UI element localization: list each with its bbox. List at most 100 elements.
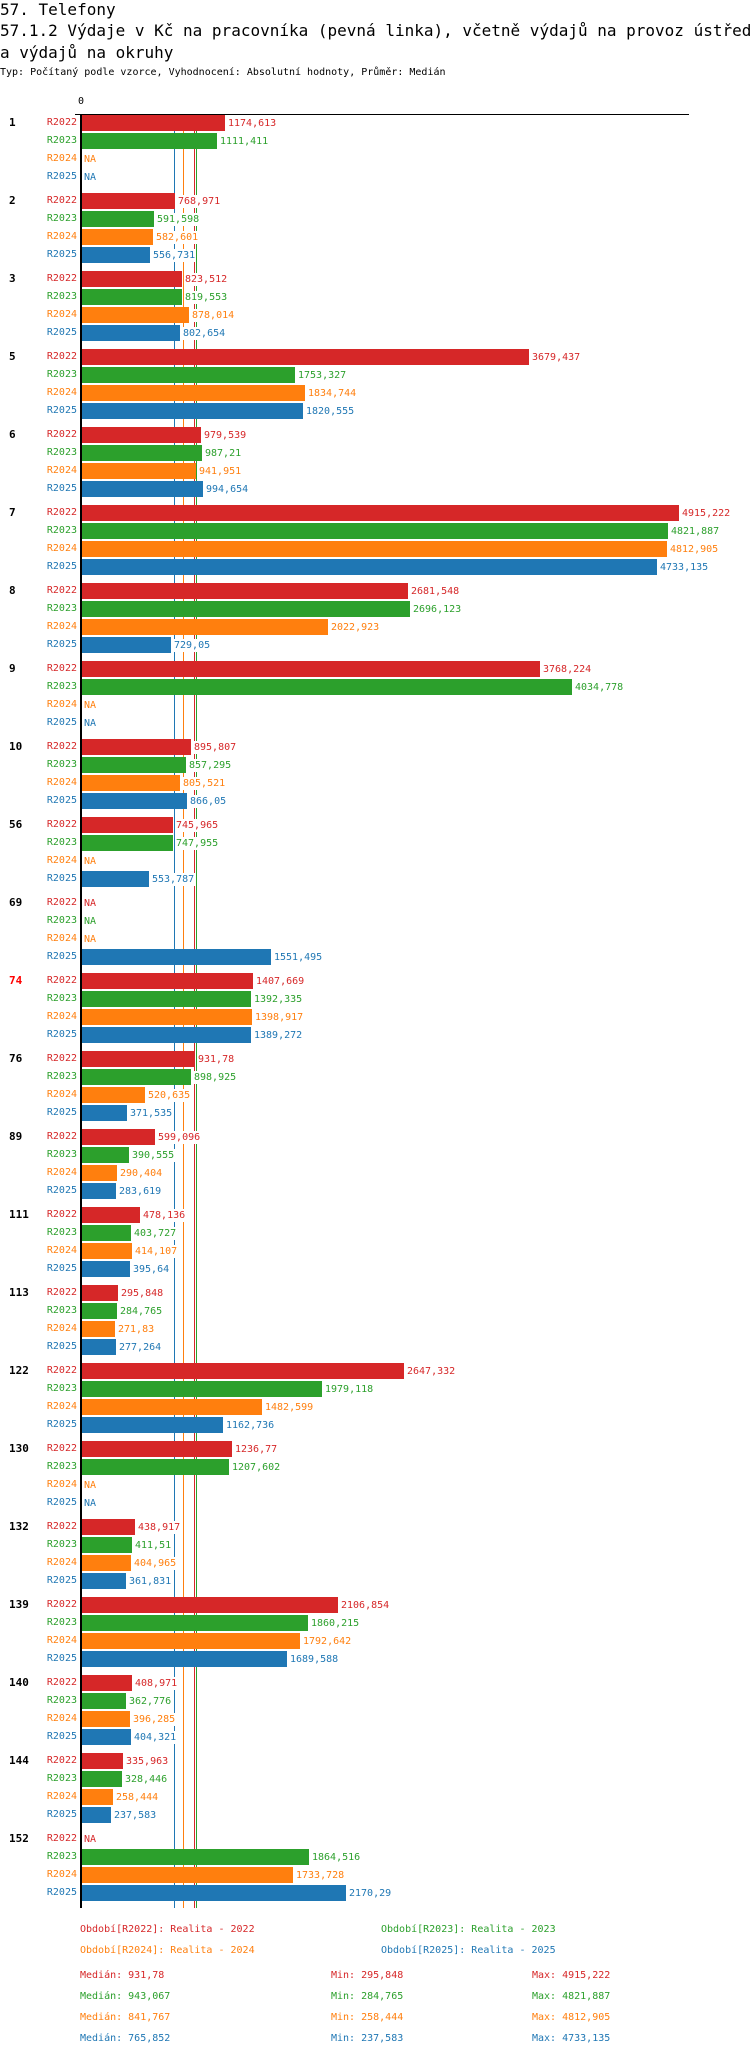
value-label: 3768,224 [542,663,593,676]
bar-r2023 [82,1771,122,1787]
series-label: R2024 [46,1791,77,1802]
value-label: 2106,854 [340,1599,391,1612]
series-label: R2022 [46,1599,77,1610]
bar-r2025 [82,1807,111,1823]
series-label: R2024 [46,1323,77,1334]
value-label: 979,539 [203,429,248,442]
series-label: R2024 [46,1869,77,1880]
value-label: 857,295 [188,759,233,772]
legend-max: Max: 4812,905 [532,2012,611,2023]
bar-r2025 [82,403,303,419]
value-label: 898,925 [193,1071,238,1084]
series-label: R2022 [46,1443,77,1454]
series-label: R2024 [46,1713,77,1724]
legend-median: Medián: 765,852 [80,2033,171,2044]
legend-max: Max: 4821,887 [532,1991,611,2002]
na-label: NA [83,1833,98,1846]
series-label: R2023 [46,1461,77,1472]
value-label: 4915,222 [681,507,732,520]
value-label: 1792,642 [302,1635,353,1648]
bar-r2024 [82,385,305,401]
value-label: 987,21 [204,447,243,460]
series-label: R2025 [46,873,77,884]
value-label: 1820,555 [305,405,356,418]
series-label: R2024 [46,1245,77,1256]
bar-r2022 [82,1753,123,1769]
value-label: 404,321 [133,1731,178,1744]
bar-r2024 [82,1555,131,1571]
bar-r2023 [82,211,154,227]
series-label: R2022 [46,1521,77,1532]
value-label: 4034,778 [574,681,625,694]
group-label: 1 [9,116,16,129]
na-label: NA [83,1479,98,1492]
bar-r2024 [82,1711,130,1727]
value-label: 556,731 [152,249,197,262]
group-label: 76 [9,1052,23,1065]
na-label: NA [83,699,98,712]
value-label: 408,971 [134,1677,179,1690]
value-label: 1236,77 [234,1443,279,1456]
series-label: R2022 [46,117,77,128]
bar-r2024 [82,229,153,245]
series-label: R2023 [46,447,77,458]
bar-r2022 [82,505,679,521]
group-label: 3 [9,272,16,285]
series-label: R2022 [46,1131,77,1142]
group-label: 5 [9,350,16,363]
series-label: R2024 [46,1089,77,1100]
value-label: 404,965 [133,1557,178,1570]
series-label: R2022 [46,1053,77,1064]
value-label: 438,917 [137,1521,182,1534]
series-label: R2023 [46,1149,77,1160]
series-label: R2023 [46,1383,77,1394]
bar-r2022 [82,1051,195,1067]
value-label: 1111,411 [219,135,270,148]
value-label: 2022,923 [330,621,381,634]
bar-r2024 [82,307,189,323]
bar-r2025 [82,637,171,653]
bar-r2023 [82,1849,309,1865]
bar-r2022 [82,1207,140,1223]
bar-r2024 [82,1243,132,1259]
value-label: 745,965 [175,819,220,832]
group-label: 144 [9,1754,29,1767]
legend-min: Min: 284,765 [331,1991,404,2002]
value-label: 258,444 [115,1791,160,1804]
series-label: R2025 [46,1029,77,1040]
series-label: R2025 [46,327,77,338]
legend-max: Max: 4915,222 [532,1970,611,1981]
series-label: R2022 [46,273,77,284]
bar-r2022 [82,817,173,833]
value-label: 1860,215 [310,1617,361,1630]
series-label: R2022 [46,975,77,986]
bar-r2025 [82,1729,131,1745]
series-label: R2024 [46,777,77,788]
bar-r2025 [82,559,657,575]
value-label: 4733,135 [659,561,710,574]
group-label: 139 [9,1598,29,1611]
series-label: R2023 [46,1305,77,1316]
value-label: 729,05 [173,639,212,652]
series-label: R2024 [46,153,77,164]
bar-r2024 [82,619,328,635]
series-label: R2022 [46,1677,77,1688]
series-label: R2024 [46,543,77,554]
bar-r2023 [82,367,295,383]
bar-r2023 [82,1459,229,1475]
value-label: 1733,728 [295,1869,346,1882]
series-label: R2025 [46,951,77,962]
bar-r2025 [82,247,150,263]
bar-r2024 [82,1867,293,1883]
value-label: 802,654 [182,327,227,340]
legend-period: Období[R2025]: Realita - 2025 [381,1945,556,1956]
series-label: R2023 [46,1851,77,1862]
value-label: 328,446 [124,1773,169,1786]
value-label: 277,264 [118,1341,163,1354]
value-label: 591,598 [156,213,201,226]
value-label: 290,404 [119,1167,164,1180]
bar-r2024 [82,775,180,791]
series-label: R2025 [46,1887,77,1898]
bar-r2024 [82,1087,145,1103]
legend-min: Min: 258,444 [331,2012,404,2023]
